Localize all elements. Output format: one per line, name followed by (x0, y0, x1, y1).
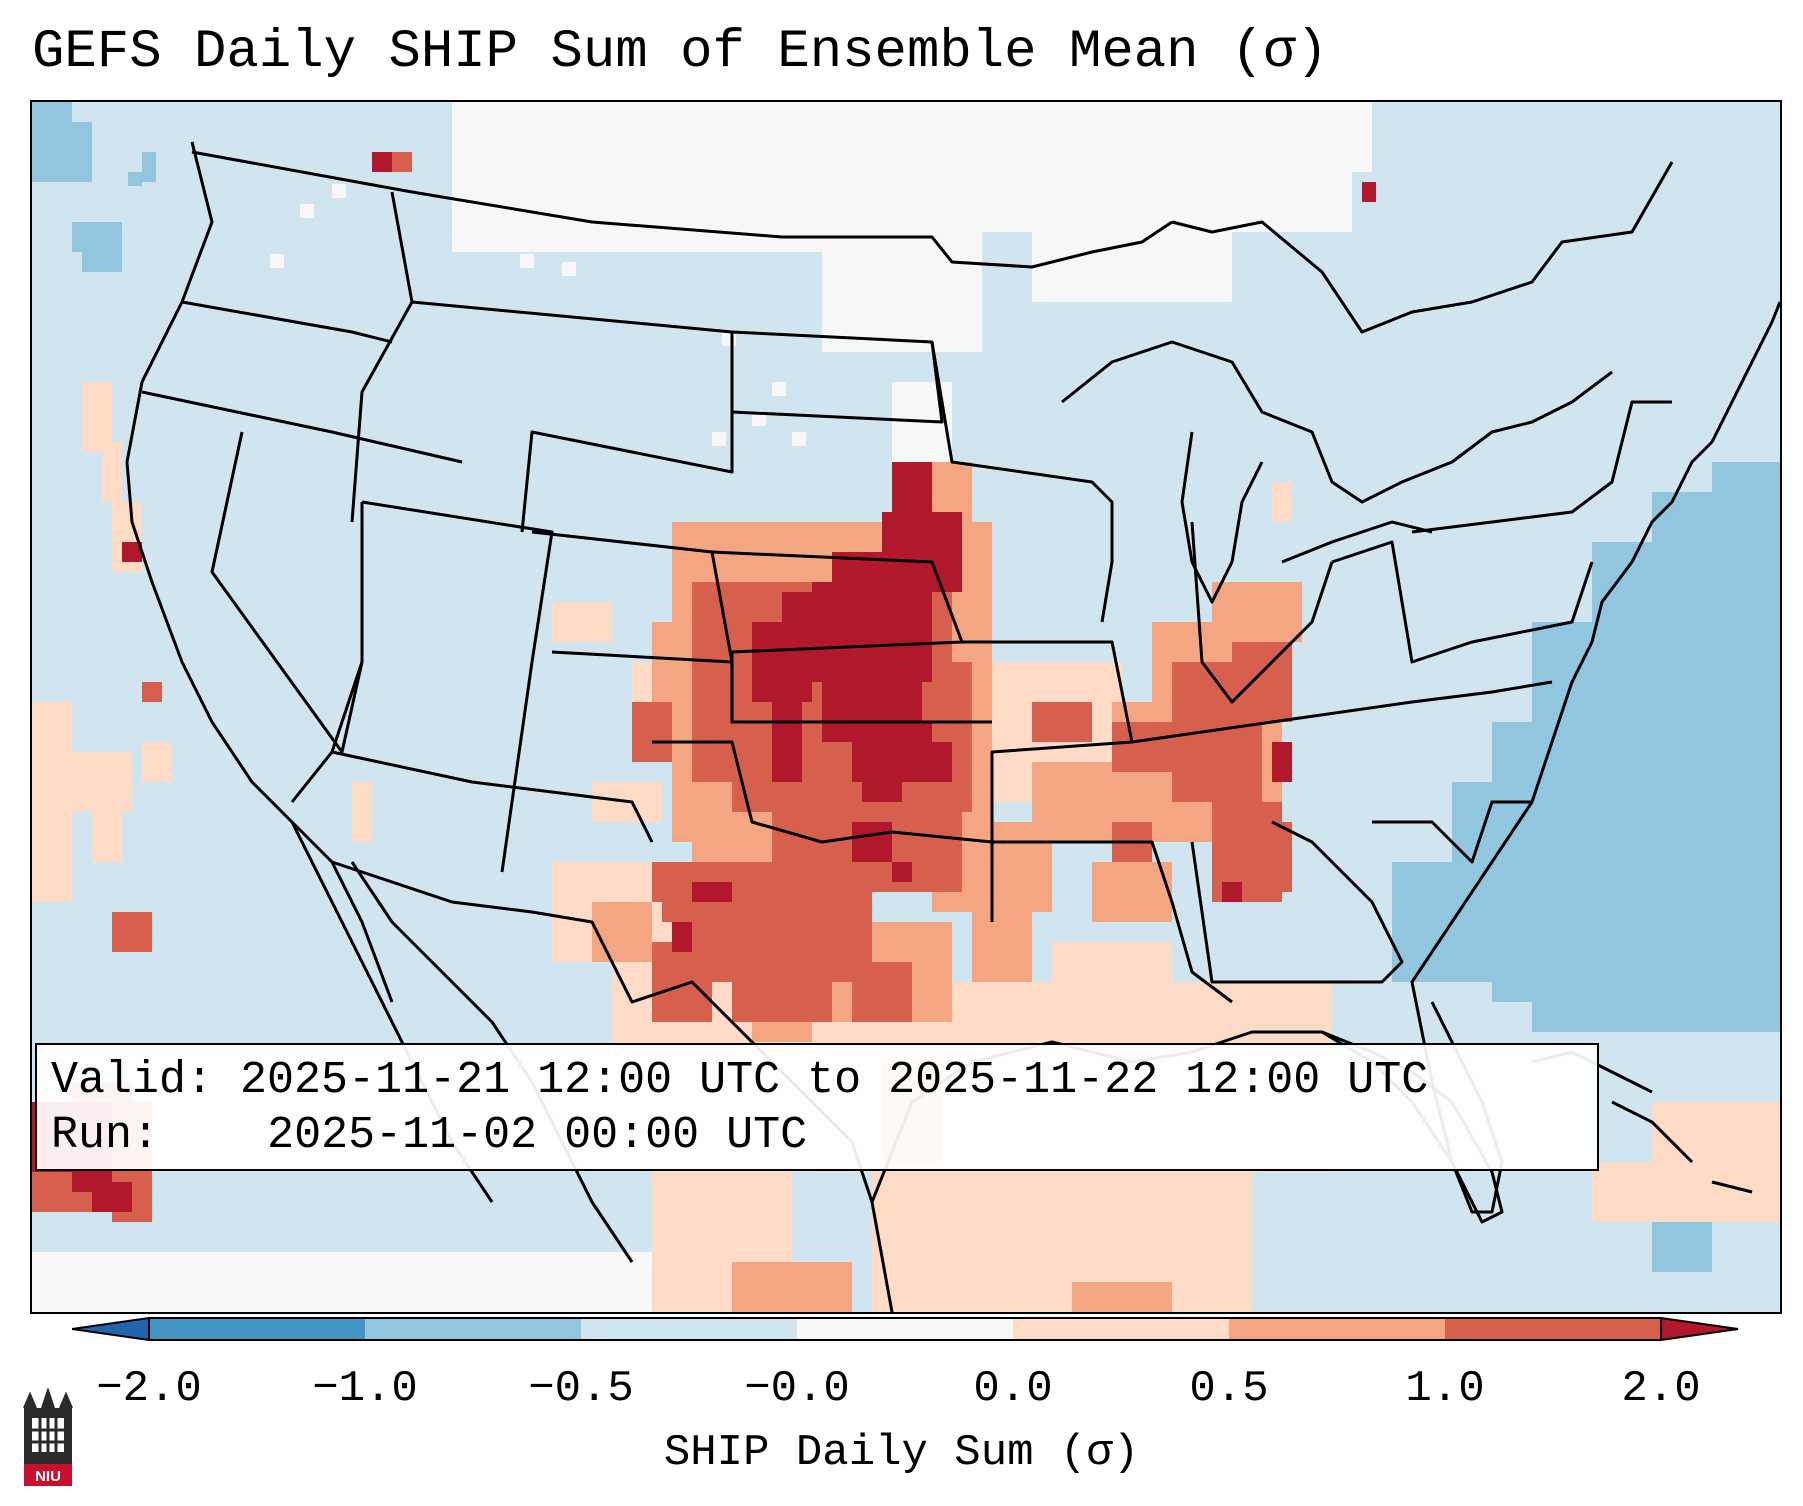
map-title: GEFS Daily SHIP Sum of Ensemble Mean (σ) (32, 22, 1329, 83)
state-oh-pa (1331, 540, 1594, 664)
state-nd-sd (731, 330, 944, 424)
state-ny (1411, 400, 1672, 534)
colorbar-segment (1445, 1318, 1661, 1340)
great-lakes-outline (1061, 340, 1613, 504)
tick-label: 0.0 (973, 1364, 1053, 1414)
colorbar-over-arrow (1660, 1317, 1739, 1341)
validity-info-box: Valid: 2025-11-21 12:00 UTC to 2025-11-2… (35, 1043, 1599, 1171)
valid-value: 2025-11-21 12:00 UTC to 2025-11-22 12:00… (240, 1055, 1429, 1106)
state-mn-ia (930, 341, 1114, 623)
lake-michigan (1180, 431, 1264, 604)
neutral-areas (32, 102, 1372, 1312)
colorbar-label: SHIP Daily Sum (σ) (663, 1428, 1140, 1478)
neutral-speckles (270, 152, 806, 446)
valid-label: Valid: (51, 1055, 214, 1106)
state-mo-ar (962, 640, 1134, 844)
run-label: Run: (51, 1110, 160, 1161)
west-coast (125, 141, 394, 1003)
state-id-west (350, 191, 414, 523)
colorbar-segment (149, 1318, 365, 1340)
state-ne-ks (711, 550, 992, 724)
canada-east-border (1171, 161, 1674, 334)
state-az-nm (331, 750, 654, 843)
colorbar-under-arrow (72, 1317, 150, 1341)
colorbar-segment (797, 1318, 1013, 1340)
state-ky-tn (1131, 680, 1553, 744)
tick-label: 2.0 (1621, 1364, 1701, 1414)
run-value: 2025-11-02 00:00 UTC (267, 1110, 808, 1161)
state-il-in (1190, 521, 1334, 704)
colorbar-segment (1013, 1318, 1229, 1340)
tick-label: 0.5 (1189, 1364, 1269, 1414)
tick-label: −1.0 (312, 1364, 418, 1414)
tick-label: −2.0 (96, 1364, 202, 1414)
extreme-positive-areas (32, 152, 1376, 1212)
state-wa-or (181, 300, 393, 344)
state-co (531, 530, 734, 664)
new-england-coast (1710, 301, 1780, 443)
colorbar-frame (148, 1317, 1662, 1341)
state-mt-wy (411, 300, 734, 533)
niu-building-logo-icon: NIU (23, 1388, 73, 1486)
state-ut (361, 500, 554, 873)
colorbar-segment (1229, 1318, 1445, 1340)
tick-label: 1.0 (1405, 1364, 1485, 1414)
ship-field-map (32, 102, 1780, 1312)
state-or-ca (141, 390, 463, 464)
logo-text: NIU (35, 1468, 61, 1485)
atlantic-coast (1410, 440, 1714, 1083)
colorbar (72, 1317, 1739, 1341)
colorbar-segment (581, 1318, 797, 1340)
tick-label: −0.0 (744, 1364, 850, 1414)
state-nc-sc (1372, 800, 1532, 864)
map-panel (30, 100, 1782, 1314)
lake-erie (1281, 520, 1433, 564)
us-canada-border (191, 150, 1173, 269)
colorbar-segment (365, 1318, 581, 1340)
state-nv (210, 431, 364, 754)
state-nv-east (290, 502, 364, 803)
negative-areas (32, 102, 1780, 1272)
state-al-ga (1190, 820, 1404, 984)
tick-label: −0.5 (528, 1364, 634, 1414)
state-la-ms (1072, 840, 1233, 1004)
